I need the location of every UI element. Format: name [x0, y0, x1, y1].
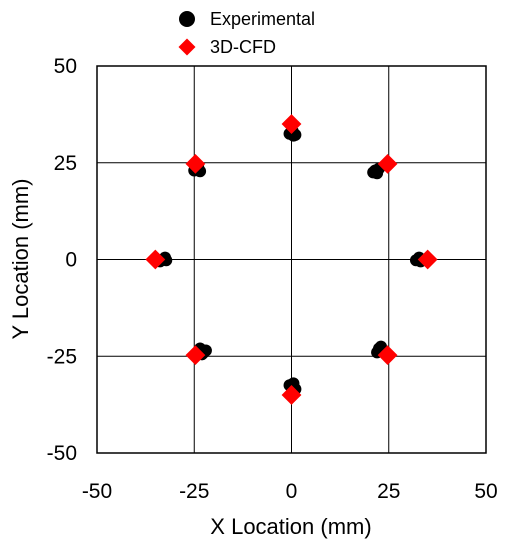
x-tick-label: 50 [474, 480, 497, 503]
point-3d-cfd [377, 154, 398, 174]
point-experimental [160, 254, 173, 267]
data-points [145, 114, 438, 405]
y-axis-title: Y Location (mm) [8, 179, 33, 340]
point-3d-cfd [145, 249, 166, 270]
point-3d-cfd [185, 154, 206, 174]
x-tick-label: 25 [377, 480, 400, 503]
point-3d-cfd [417, 249, 438, 270]
y-tick-label: 50 [54, 55, 77, 78]
y-tick-label: 0 [65, 249, 77, 272]
point-experimental [371, 167, 384, 180]
point-3d-cfd [185, 345, 206, 365]
point-3d-cfd [377, 345, 398, 365]
x-axis-ticks: -50 -25 0 25 50 [82, 480, 498, 503]
point-3d-cfd [281, 385, 302, 405]
point-experimental [409, 254, 422, 267]
x-axis-title: X Location (mm) [210, 514, 371, 539]
y-tick-label: -25 [47, 345, 77, 368]
legend-marker-3d-cfd [178, 38, 196, 56]
x-tick-label: -25 [179, 480, 209, 503]
legend-label-3d-cfd: 3D-CFD [210, 37, 276, 57]
legend-label-experimental: Experimental [210, 9, 315, 29]
legend: Experimental 3D-CFD [178, 9, 315, 57]
x-tick-label: 0 [286, 480, 298, 503]
y-tick-label: 25 [54, 152, 77, 175]
point-3d-cfd [281, 114, 302, 134]
y-axis-ticks: 50 25 0 -25 -50 [47, 55, 77, 465]
y-tick-label: -50 [47, 442, 77, 465]
x-tick-label: -50 [82, 480, 112, 503]
legend-marker-experimental [179, 11, 195, 27]
